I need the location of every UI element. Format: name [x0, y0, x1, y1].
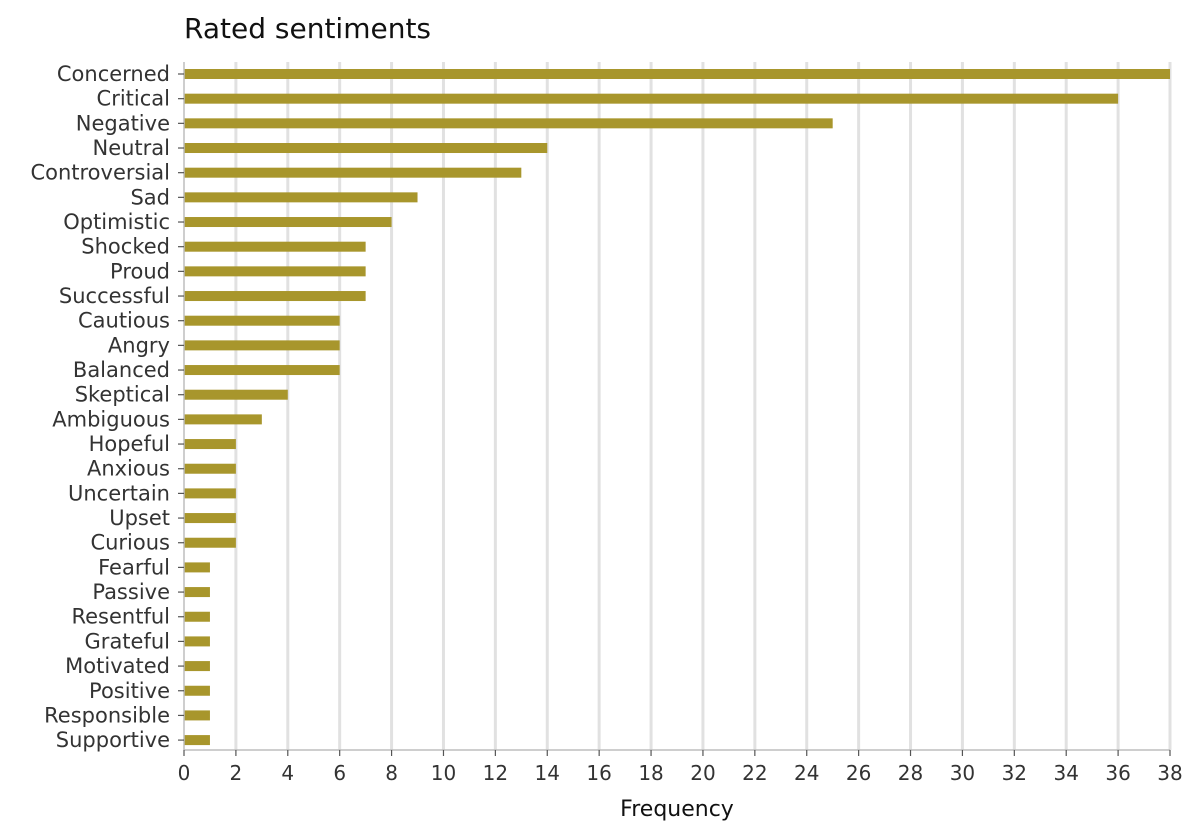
category-label: Curious [90, 531, 170, 555]
bar [184, 587, 210, 598]
x-tick-label: 28 [898, 761, 923, 785]
chart-title: Rated sentiments [184, 12, 431, 45]
bar [184, 562, 210, 573]
category-label: Negative [76, 111, 170, 135]
category-label: Neutral [92, 136, 170, 160]
bar [184, 167, 522, 178]
category-label: Sad [130, 185, 170, 209]
bar [184, 118, 833, 129]
bar [184, 340, 340, 351]
x-tick-label: 4 [281, 761, 294, 785]
x-tick-label: 26 [846, 761, 871, 785]
x-tick-label: 18 [638, 761, 663, 785]
x-tick-label: 6 [333, 761, 346, 785]
axes [178, 62, 1170, 751]
bar [184, 143, 548, 154]
x-tick-label: 16 [586, 761, 611, 785]
bar [184, 611, 210, 622]
x-tick-label: 14 [535, 761, 560, 785]
category-label: Anxious [87, 457, 170, 481]
x-tick-label: 0 [178, 761, 191, 785]
grid-lines [234, 62, 1172, 750]
bar [184, 685, 210, 696]
x-tick-label: 22 [742, 761, 767, 785]
category-label: Uncertain [68, 481, 170, 505]
bar [184, 365, 340, 376]
bar [184, 636, 210, 647]
category-label: Controversial [30, 161, 170, 185]
category-labels: ConcernedCriticalNegativeNeutralControve… [30, 62, 170, 752]
bar [184, 710, 210, 721]
category-label: Supportive [56, 728, 170, 752]
category-label: Passive [92, 580, 170, 604]
bar [184, 414, 262, 425]
bar [184, 463, 236, 474]
bar [184, 389, 288, 400]
category-label: Resentful [71, 605, 170, 629]
bars [184, 69, 1170, 746]
category-label: Concerned [57, 62, 170, 86]
x-tick-label: 38 [1157, 761, 1182, 785]
category-label: Successful [59, 284, 170, 308]
x-tick-label: 20 [690, 761, 715, 785]
category-label: Fearful [98, 555, 170, 579]
x-tick-label: 32 [1002, 761, 1027, 785]
category-label: Angry [108, 333, 170, 357]
category-label: Hopeful [89, 432, 170, 456]
category-label: Positive [89, 679, 170, 703]
x-tick-label: 8 [385, 761, 398, 785]
category-label: Responsible [44, 703, 170, 727]
bar [184, 241, 366, 252]
bar [184, 488, 236, 499]
bar [184, 192, 418, 203]
x-ticks: 0 2 4 6 8 10 12 14 16 18 20 22 24 26 28 30 32 34 36 38 [178, 750, 1183, 785]
bar [184, 315, 340, 326]
bar [184, 291, 366, 302]
bar [184, 735, 210, 746]
category-label: Balanced [73, 358, 170, 382]
x-axis-title: Frequency [620, 797, 734, 822]
x-tick-label: 30 [950, 761, 975, 785]
bar [184, 439, 236, 450]
x-tick-label: 2 [230, 761, 243, 785]
category-label: Cautious [78, 309, 170, 333]
category-label: Skeptical [75, 383, 170, 407]
category-label: Optimistic [63, 210, 170, 234]
bar [184, 69, 1170, 79]
bar [184, 217, 392, 228]
x-tick-label: 36 [1105, 761, 1130, 785]
category-label: Shocked [81, 235, 170, 259]
category-label: Motivated [65, 654, 170, 678]
category-label: Ambiguous [52, 407, 170, 431]
bar [184, 661, 210, 672]
category-label: Proud [110, 259, 170, 283]
category-label: Upset [109, 506, 170, 530]
bar [184, 537, 236, 548]
x-tick-label: 10 [431, 761, 456, 785]
x-tick-label: 12 [483, 761, 508, 785]
category-label: Grateful [85, 629, 170, 653]
x-tick-label: 24 [794, 761, 819, 785]
bar [184, 93, 1119, 104]
x-tick-label: 34 [1053, 761, 1078, 785]
category-label: Critical [97, 87, 170, 111]
bar [184, 266, 366, 277]
bar [184, 513, 236, 524]
